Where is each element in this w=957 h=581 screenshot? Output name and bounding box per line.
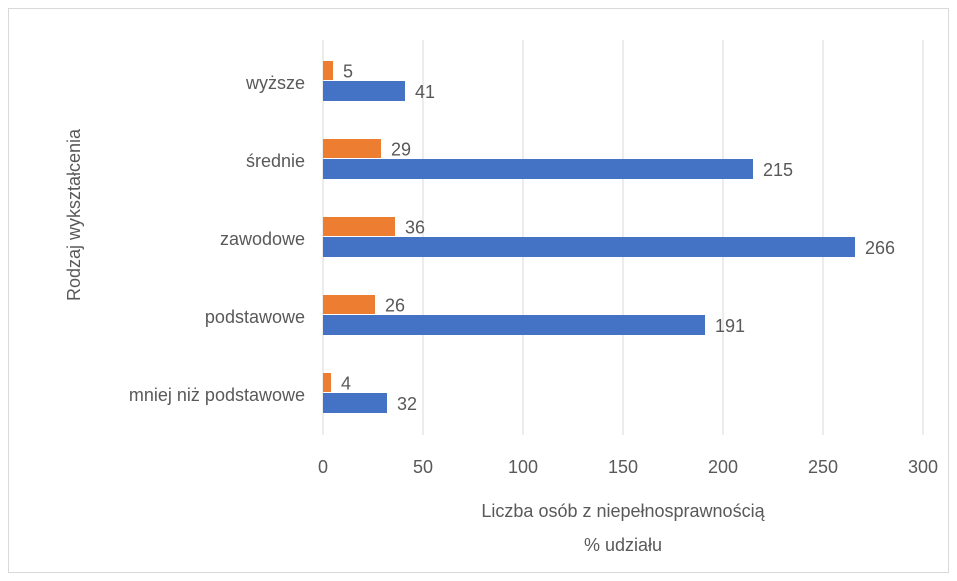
bar <box>323 315 705 335</box>
y-tick-label: zawodowe <box>220 229 305 249</box>
x-tick-label: 0 <box>318 457 328 477</box>
data-label: 41 <box>415 82 435 102</box>
x-tick-label: 50 <box>413 457 433 477</box>
data-label: 32 <box>397 394 417 414</box>
data-label: 36 <box>405 217 425 237</box>
bar <box>323 393 387 413</box>
x-axis-title: % udziału <box>584 535 662 555</box>
data-label: 215 <box>763 160 793 180</box>
data-label: 4 <box>341 373 351 393</box>
bar <box>323 81 405 101</box>
x-tick-label: 100 <box>508 457 538 477</box>
data-label: 5 <box>343 61 353 81</box>
bar <box>323 217 395 236</box>
data-label: 29 <box>391 139 411 159</box>
y-tick-label: wyższe <box>245 73 305 93</box>
data-label: 191 <box>715 316 745 336</box>
x-tick-label: 150 <box>608 457 638 477</box>
y-tick-label: podstawowe <box>205 307 305 327</box>
x-axis-title: Liczba osób z niepełnosprawnością <box>481 501 765 521</box>
bar <box>323 139 381 158</box>
bar <box>323 61 333 80</box>
x-tick-label: 300 <box>908 457 938 477</box>
data-label: 26 <box>385 295 405 315</box>
bar <box>323 295 375 314</box>
x-tick-label: 250 <box>808 457 838 477</box>
bar <box>323 237 855 257</box>
bar <box>323 159 753 179</box>
plot-area <box>318 30 930 440</box>
data-label: 266 <box>865 238 895 258</box>
y-tick-label: mniej niż podstawowe <box>129 385 305 405</box>
y-tick-label: średnie <box>246 151 305 171</box>
y-axis-title: Rodzaj wykształcenia <box>64 128 84 301</box>
x-tick-label: 200 <box>708 457 738 477</box>
bar <box>323 373 331 392</box>
